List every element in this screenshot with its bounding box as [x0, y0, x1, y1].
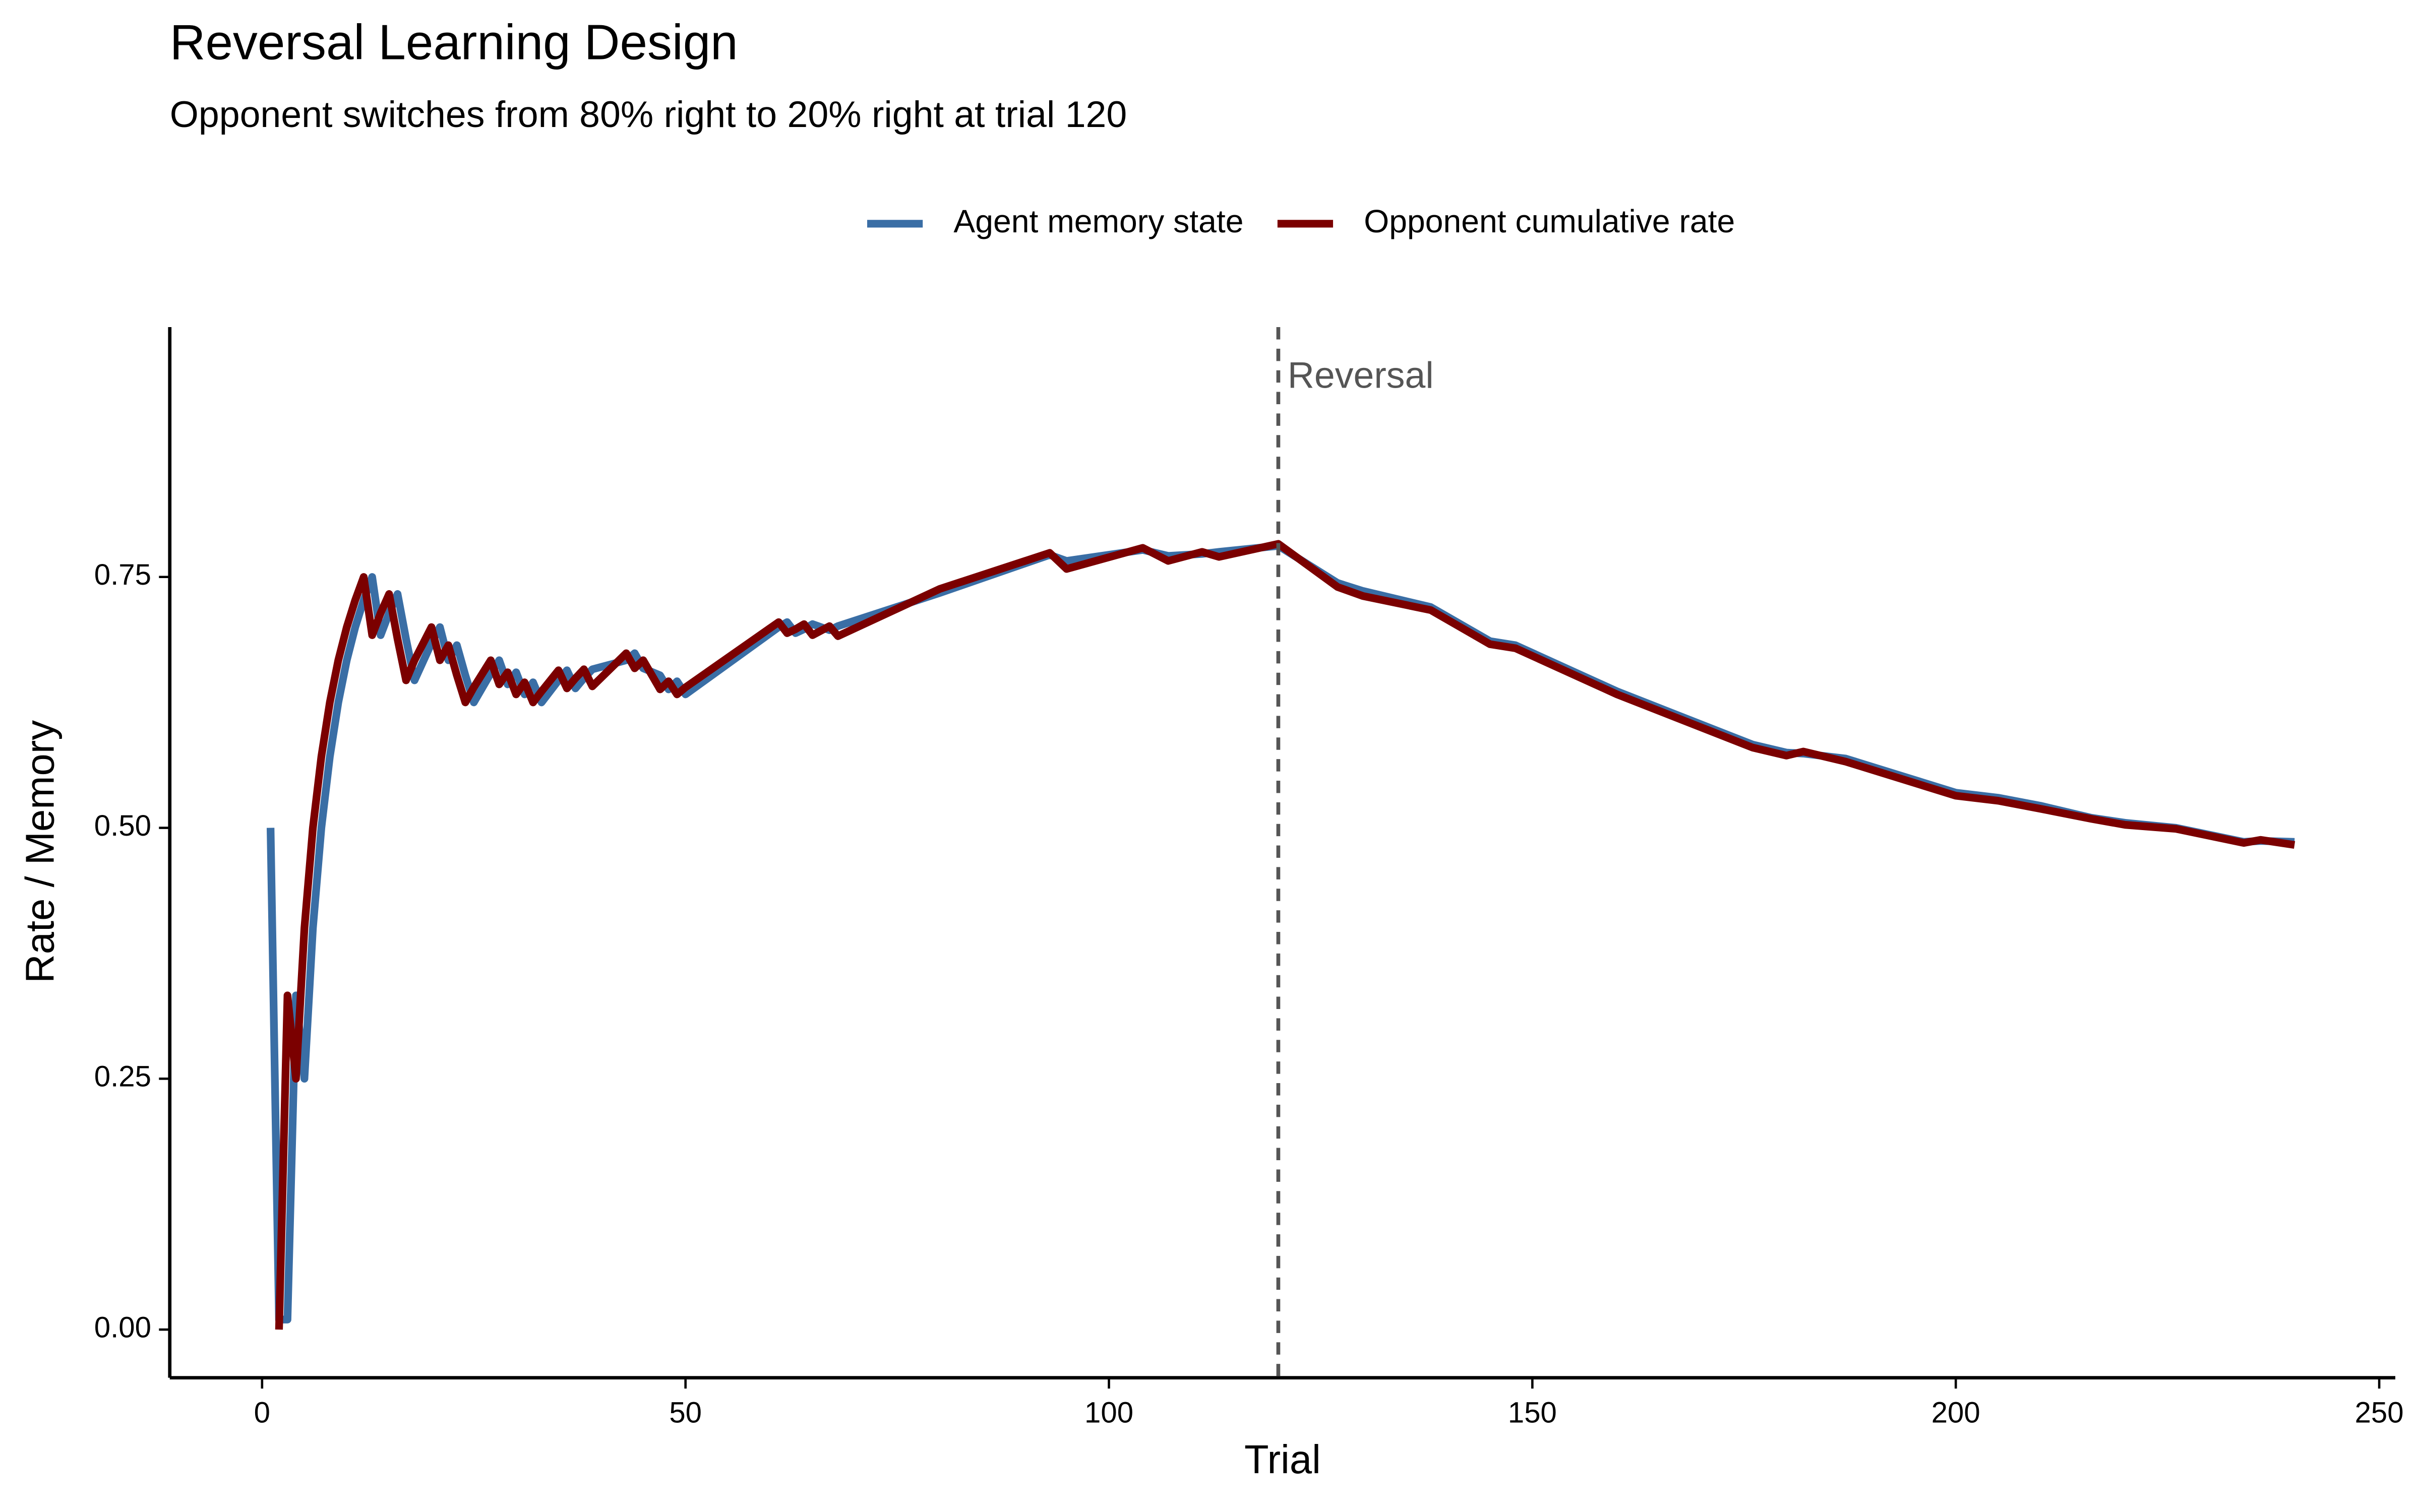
x-tick-label: 100	[1084, 1397, 1133, 1429]
y-tick-label: 0.25	[94, 1060, 151, 1093]
y-axis-title: Rate / Memory	[18, 720, 63, 983]
chart-subtitle: Opponent switches from 80% right to 20% …	[170, 93, 1127, 135]
x-tick-label: 200	[1931, 1397, 1980, 1429]
x-tick-label: 0	[254, 1397, 270, 1429]
legend-label: Opponent cumulative rate	[1364, 203, 1735, 239]
y-tick-label: 0.75	[94, 558, 151, 591]
reference-label: Reversal	[1288, 354, 1434, 396]
x-tick-label: 250	[2355, 1397, 2404, 1429]
x-tick-label: 150	[1508, 1397, 1557, 1429]
series-line	[266, 542, 2295, 1324]
x-axis-title: Trial	[1244, 1437, 1321, 1482]
legend-label: Agent memory state	[953, 203, 1243, 239]
x-tick-label: 50	[669, 1397, 702, 1429]
series-line	[275, 540, 2295, 1330]
legend: Agent memory state Opponent cumulative ra…	[867, 203, 1735, 239]
y-tick-label: 0.50	[94, 809, 151, 842]
y-tick-label: 0.00	[94, 1311, 151, 1344]
chart-title: Reversal Learning Design	[170, 15, 738, 70]
